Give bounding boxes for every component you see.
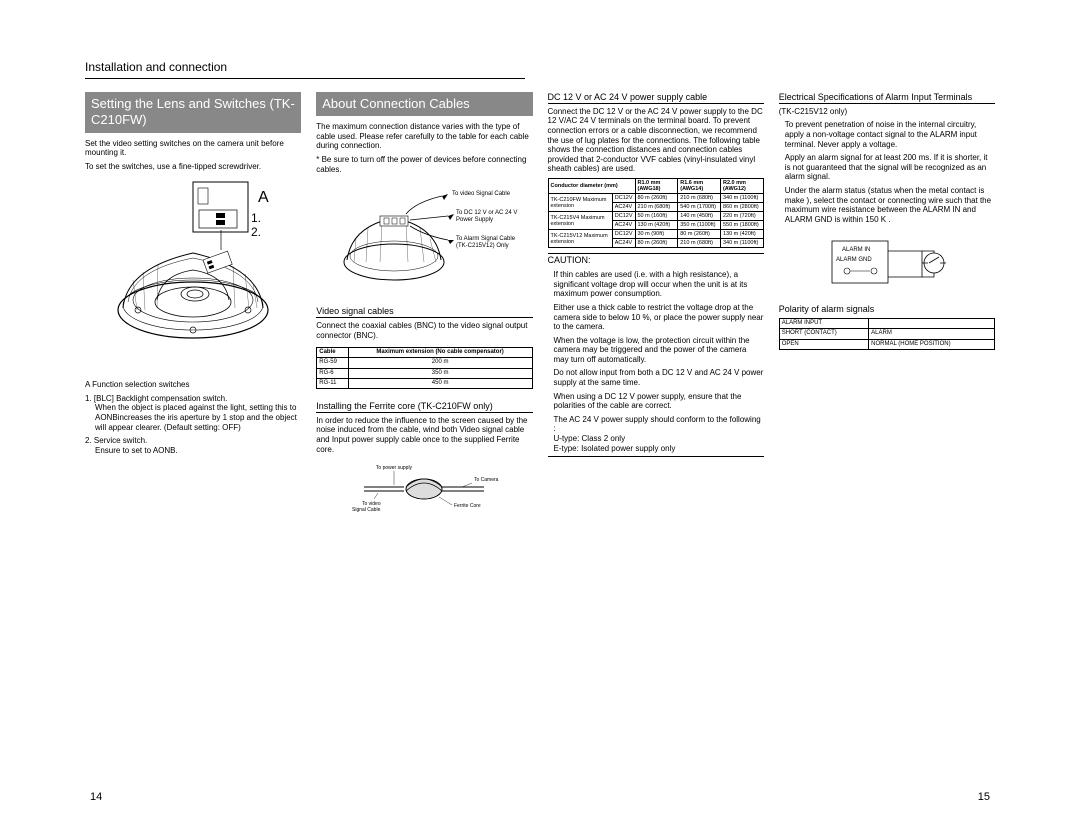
svg-text:ALARM IN: ALARM IN xyxy=(842,247,870,253)
caution4: Do not allow input from both a DC 12 V a… xyxy=(548,368,764,387)
item2-head: 2. Service switch. xyxy=(85,436,147,445)
svg-text:To videoSignal Cable: To videoSignal Cable xyxy=(352,501,381,513)
column-4: Electrical Specifications of Alarm Input… xyxy=(779,92,995,519)
ferrite-diagram: To power supply To Camera To videoSignal… xyxy=(344,461,504,516)
caution3: When the voltage is low, the protection … xyxy=(548,336,764,365)
c2-note: * Be sure to turn off the power of devic… xyxy=(316,155,532,174)
h-ferrite: Installing the Ferrite core (TK-C210FW o… xyxy=(316,401,532,413)
svg-text:To video Signal Cable: To video Signal Cable xyxy=(452,191,511,197)
power-table: Conductor diameter (mm) R1.0 mm (AWG18) … xyxy=(548,178,764,248)
caution1: If thin cables are used (i.e. with a hig… xyxy=(548,270,764,299)
banner-lens: Setting the Lens and Switches (TK-C210FW… xyxy=(85,92,301,133)
c4-sub1: (TK-C215V12 only) xyxy=(779,107,995,117)
alarm-circuit-diagram: ALARM IN ALARM GND xyxy=(802,233,972,293)
item-1: 1. [BLC] Backlight compensation switch. … xyxy=(85,394,301,432)
page-number-left: 14 xyxy=(90,791,102,804)
c2-intro: The maximum connection distance varies w… xyxy=(316,122,532,151)
banner-cables: About Connection Cables xyxy=(316,92,532,116)
svg-text:1.: 1. xyxy=(251,211,261,225)
caution8: E-type: Isolated power supply only xyxy=(548,444,764,458)
column-1: Setting the Lens and Switches (TK-C210FW… xyxy=(85,92,301,519)
item-2: 2. Service switch. Ensure to set to AONB… xyxy=(85,436,301,455)
svg-text:2.: 2. xyxy=(251,225,261,239)
page-number-right: 15 xyxy=(978,791,990,804)
ferrite-text: In order to reduce the influence to the … xyxy=(316,416,532,454)
column-2: About Connection Cables The maximum conn… xyxy=(316,92,532,519)
h-polarity: Polarity of alarm signals xyxy=(779,304,995,315)
item2-body: Ensure to set to AONB. xyxy=(85,446,301,456)
power-text: Connect the DC 12 V or the AC 24 V power… xyxy=(548,107,764,174)
column-3: DC 12 V or AC 24 V power supply cable Co… xyxy=(548,92,764,519)
page-header: Installation and connection xyxy=(85,60,525,79)
connection-diagram: To video Signal Cable To DC 12 V or AC 2… xyxy=(324,184,524,294)
cable-table: CableMaximum extension (No cable compens… xyxy=(316,347,532,389)
caution6: The AC 24 V power supply should conform … xyxy=(548,415,764,434)
item1-body: When the object is placed against the li… xyxy=(85,403,301,432)
alarm-table: ALARM INPUT SHORT (CONTACT)ALARM OPENNOR… xyxy=(779,318,995,350)
intro-2: To set the switches, use a fine-tipped s… xyxy=(85,162,301,172)
svg-text:To power supply: To power supply xyxy=(376,465,413,471)
svg-text:Ferrite Core: Ferrite Core xyxy=(454,503,481,509)
item1-head: 1. [BLC] Backlight compensation switch. xyxy=(85,394,227,403)
caution5: When using a DC 12 V power supply, ensur… xyxy=(548,392,764,411)
c4-p1: To prevent penetration of noise in the i… xyxy=(779,120,995,149)
caution7: U-type: Class 2 only xyxy=(548,434,764,444)
h-power: DC 12 V or AC 24 V power supply cable xyxy=(548,92,764,104)
caution-label: CAUTION: xyxy=(548,253,764,267)
h-video-cables: Video signal cables xyxy=(316,306,532,318)
svg-text:A: A xyxy=(258,189,269,206)
svg-text:To DC 12 V or AC 24 VPower Sup: To DC 12 V or AC 24 VPower Supply xyxy=(456,210,517,223)
h-alarm: Electrical Specifications of Alarm Input… xyxy=(779,92,995,104)
svg-text:To Alarm Signal Cable(TK-C215V: To Alarm Signal Cable(TK-C215V12) Only xyxy=(456,236,516,249)
intro-1: Set the video setting switches on the ca… xyxy=(85,139,301,158)
caution2: Either use a thick cable to restrict the… xyxy=(548,303,764,332)
camera-illustration: A 1. 2. xyxy=(103,180,283,370)
c4-p2: Apply an alarm signal for at least 200 m… xyxy=(779,153,995,182)
label-A: A Function selection switches xyxy=(85,380,301,390)
video-text: Connect the coaxial cables (BNC) to the … xyxy=(316,321,532,340)
svg-text:ALARM GND: ALARM GND xyxy=(836,257,872,263)
svg-text:To Camera: To Camera xyxy=(474,477,499,483)
c4-p3: Under the alarm status (status when the … xyxy=(779,186,995,224)
